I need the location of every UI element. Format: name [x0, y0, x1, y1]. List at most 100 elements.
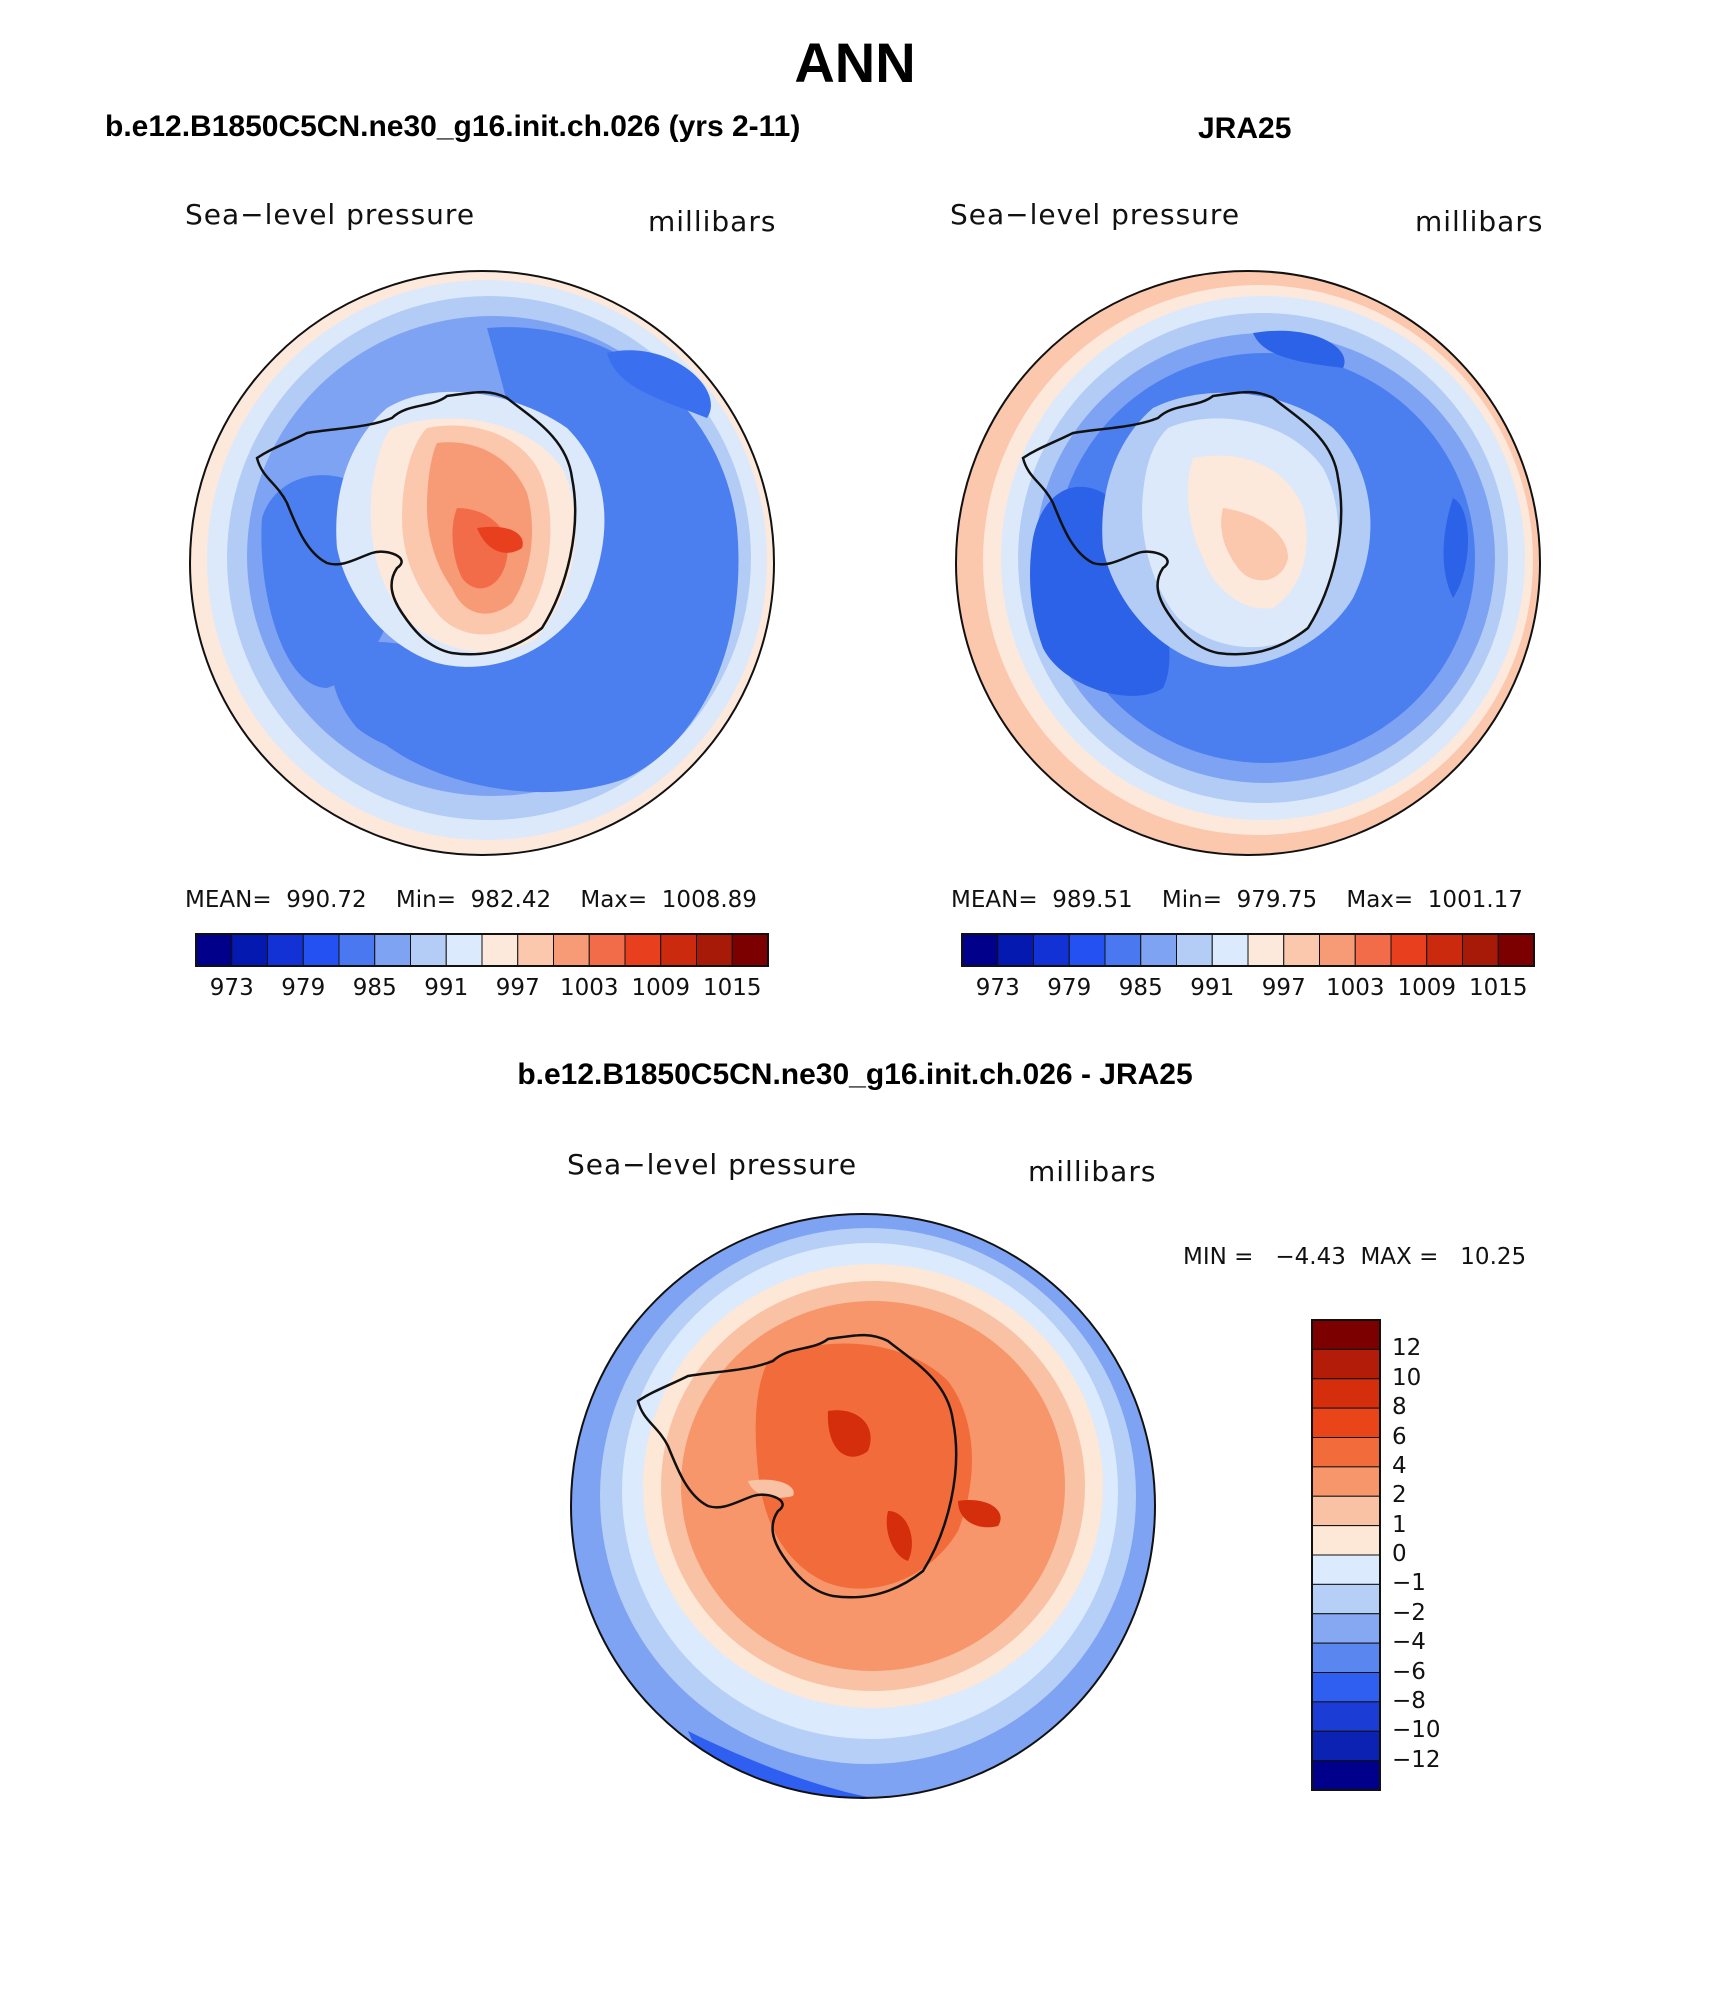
colorbar-swatch	[1311, 1407, 1381, 1438]
panel-3-polar-map	[570, 1213, 1156, 1799]
colorbar-swatch	[1311, 1642, 1381, 1673]
colorbar-frame	[1311, 1319, 1381, 1791]
map-3-weak-region	[748, 1479, 794, 1498]
colorbar-swatch	[517, 933, 554, 967]
colorbar-tick-label: 2	[1392, 1482, 1407, 1509]
colorbar-tick-label: 1015	[1468, 975, 1528, 1001]
colorbar-swatch	[1497, 933, 1535, 967]
colorbar-tick-label: 973	[209, 975, 254, 1001]
colorbar-swatch	[1068, 933, 1106, 967]
colorbar-tick-label: 1009	[631, 975, 691, 1001]
map-2-antarctica-coastline	[1021, 390, 1343, 656]
colorbar-swatch	[267, 933, 304, 967]
colorbar-swatch	[1104, 933, 1142, 967]
colorbar-swatch	[302, 933, 340, 967]
colorbar-tick-label: 1003	[559, 975, 619, 1001]
colorbar-swatch	[660, 933, 697, 967]
colorbar-swatch	[731, 933, 769, 967]
colorbar-tick-label: 1003	[1325, 975, 1385, 1001]
map-2-boundary	[955, 270, 1541, 856]
map-1-low-pressure-trough	[332, 641, 517, 757]
colorbar-tick-label: 979	[281, 975, 326, 1001]
colorbar-swatch	[961, 933, 999, 967]
colorbar-tick-label: 8	[1392, 1394, 1407, 1421]
colorbar-swatch	[1140, 933, 1177, 967]
colorbar-tick-label: −2	[1392, 1599, 1426, 1626]
colorbar-swatch	[553, 933, 590, 967]
colorbar-swatch	[1354, 933, 1392, 967]
panel-2-stats: MEAN= 989.51 Min= 979.75 Max= 1001.17	[951, 887, 1523, 913]
colorbar-swatch	[1247, 933, 1285, 967]
map-2-low-pressure-core	[1253, 330, 1345, 368]
colorbar-swatch	[1311, 1348, 1381, 1380]
colorbar-tick-label: 6	[1392, 1423, 1407, 1450]
colorbar-tick-label: 1	[1392, 1511, 1407, 1538]
colorbar-swatch	[1283, 933, 1320, 967]
colorbar-tick-label: −1	[1392, 1570, 1426, 1597]
panel-2-polar-map	[955, 270, 1541, 856]
colorbar-swatch	[588, 933, 626, 967]
map-3-positive-core	[886, 1511, 912, 1561]
panel-3-colorbar-ticks: 12 10 8 6 4 2 1 0 −1 −2 −4 −6 −8 −10 −12	[1392, 1320, 1512, 1790]
panel-1-stats: MEAN= 990.72 Min= 982.42 Max= 1008.89	[185, 887, 757, 913]
panel-3-stats: MIN = −4.43 MAX = 10.25	[1183, 1244, 1527, 1270]
colorbar-swatch	[1311, 1525, 1381, 1556]
figure-title: ANN	[794, 31, 916, 94]
colorbar-swatch	[696, 933, 733, 967]
panel-1-polar-map	[189, 270, 775, 856]
panel-3-units-label: millibars	[1028, 1155, 1157, 1188]
colorbar-swatch	[1211, 933, 1249, 967]
panel-2-variable-label: Sea−level pressure	[950, 198, 1241, 231]
map-3-antarctica-coastline	[636, 1333, 958, 1599]
colorbar-tick-label: 1009	[1397, 975, 1457, 1001]
colorbar-swatch	[1311, 1672, 1381, 1703]
colorbar-tick-label: −4	[1392, 1629, 1426, 1656]
colorbar-tick-label: 997	[495, 975, 540, 1001]
colorbar-swatch	[1033, 933, 1070, 967]
colorbar-swatch	[1311, 1319, 1381, 1350]
map-2-high-pressure-core	[1221, 508, 1288, 581]
map-1-boundary	[189, 270, 775, 856]
panel-3-colorbar	[1311, 1319, 1381, 1791]
map-3-positive-contour	[755, 1343, 972, 1589]
colorbar-swatch	[374, 933, 411, 967]
colorbar-swatch	[1311, 1701, 1381, 1732]
panel-2-units-label: millibars	[1415, 205, 1544, 238]
colorbar-tick-label: −6	[1392, 1658, 1426, 1685]
colorbar-swatch	[1426, 933, 1463, 967]
colorbar-tick-label: 4	[1392, 1452, 1407, 1479]
colorbar-swatch	[1390, 933, 1428, 967]
colorbar-frame	[195, 933, 769, 967]
colorbar-tick-label: 997	[1261, 975, 1306, 1001]
colorbar-tick-label: 1015	[702, 975, 762, 1001]
panel-1-variable-label: Sea−level pressure	[185, 198, 476, 231]
map-1-low-pressure-core	[607, 350, 711, 418]
panel-1-colorbar-ticks: 973 979 985 991 997 1003 1009 1015	[196, 975, 768, 1007]
colorbar-swatch	[1311, 1554, 1381, 1585]
colorbar-swatch	[1311, 1378, 1381, 1409]
colorbar-swatch	[231, 933, 268, 967]
colorbar-swatch	[1176, 933, 1213, 967]
map-3-positive-core	[827, 1410, 871, 1457]
colorbar-tick-label: 979	[1047, 975, 1092, 1001]
colorbar-tick-label: −8	[1392, 1687, 1426, 1714]
colorbar-tick-label: 985	[1118, 975, 1163, 1001]
colorbar-swatch	[1319, 933, 1356, 967]
panel-2-title: JRA25	[1198, 112, 1292, 145]
panel-1-colorbar	[195, 933, 769, 967]
panel-1-title: b.e12.B1850C5CN.ne30_g16.init.ch.026 (yr…	[105, 110, 801, 143]
colorbar-swatch	[624, 933, 662, 967]
panel-2-colorbar-ticks: 973 979 985 991 997 1003 1009 1015	[962, 975, 1534, 1007]
colorbar-tick-label: −12	[1392, 1746, 1441, 1773]
colorbar-swatch	[1311, 1466, 1381, 1497]
colorbar-swatch	[445, 933, 483, 967]
colorbar-swatch	[195, 933, 233, 967]
colorbar-frame	[961, 933, 1535, 967]
map-1-high-pressure-core	[477, 526, 523, 553]
colorbar-swatch	[410, 933, 447, 967]
colorbar-tick-label: 985	[352, 975, 397, 1001]
colorbar-swatch	[1311, 1760, 1381, 1791]
map-3-positive-core	[958, 1500, 1001, 1528]
colorbar-swatch	[1462, 933, 1499, 967]
map-3-boundary	[570, 1213, 1156, 1799]
